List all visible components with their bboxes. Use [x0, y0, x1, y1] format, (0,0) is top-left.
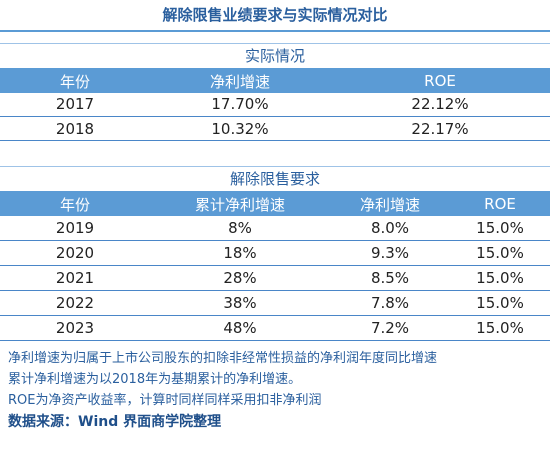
year-cell: 2022	[0, 290, 150, 316]
year-cell: 2017	[0, 92, 150, 117]
title-divider	[0, 30, 550, 32]
note-roe: ROE为净资产收益率，计算时同样同样采用扣非净利润	[8, 393, 322, 408]
roe-cell: 15.0%	[450, 265, 550, 291]
table-row: 2018 10.32% 22.17%	[0, 116, 550, 141]
roe-cell: 15.0%	[450, 315, 550, 341]
year-cell: 2019	[0, 215, 150, 241]
year-cell: 2021	[0, 265, 150, 291]
header-roe: ROE	[450, 191, 550, 216]
header-cumulative-growth: 累计净利增速	[150, 191, 330, 216]
roe-cell: 15.0%	[450, 290, 550, 316]
cumulative-growth-cell: 38%	[150, 290, 330, 316]
cumulative-growth-cell: 18%	[150, 240, 330, 266]
header-net-profit-growth: 净利增速	[150, 68, 330, 93]
net-profit-growth-cell: 9.3%	[330, 240, 450, 266]
roe-cell: 15.0%	[450, 215, 550, 241]
year-cell: 2023	[0, 315, 150, 341]
header-year: 年份	[0, 191, 150, 216]
cumulative-growth-cell: 48%	[150, 315, 330, 341]
table-row: 2019 8% 8.0% 15.0%	[0, 215, 550, 241]
year-cell: 2020	[0, 240, 150, 266]
page-title: 解除限售业绩要求与实际情况对比	[162, 6, 388, 24]
requirement-caption: 解除限售要求	[0, 166, 550, 193]
net-profit-growth-cell: 8.5%	[330, 265, 450, 291]
cumulative-growth-cell: 8%	[150, 215, 330, 241]
header-year: 年份	[0, 68, 150, 93]
roe-cell: 15.0%	[450, 240, 550, 266]
requirement-header-row: 年份 累计净利增速 净利增速 ROE	[0, 191, 550, 216]
actual-table: 实际情况 年份 净利增速 ROE 2017 17.70% 22.12% 2018…	[0, 43, 550, 141]
net-profit-growth-cell: 17.70%	[150, 92, 330, 117]
net-profit-growth-cell: 7.2%	[330, 315, 450, 341]
table-row: 2021 28% 8.5% 15.0%	[0, 265, 550, 291]
roe-cell: 22.12%	[330, 92, 550, 117]
actual-header-row: 年份 净利增速 ROE	[0, 68, 550, 93]
net-profit-growth-cell: 10.32%	[150, 116, 330, 141]
cumulative-growth-cell: 28%	[150, 265, 330, 291]
requirement-table: 解除限售要求 年份 累计净利增速 净利增速 ROE 2019 8% 8.0% 1…	[0, 166, 550, 341]
requirement-caption-row: 解除限售要求	[0, 166, 550, 193]
net-profit-growth-cell: 7.8%	[330, 290, 450, 316]
header-net-profit-growth: 净利增速	[330, 191, 450, 216]
actual-caption: 实际情况	[0, 43, 550, 70]
roe-cell: 22.17%	[330, 116, 550, 141]
footnotes: 净利增速为归属于上市公司股东的扣除非经常性损益的净利润年度同比增速 累计净利增速…	[8, 349, 548, 433]
year-cell: 2018	[0, 116, 150, 141]
note-net-profit-growth: 净利增速为归属于上市公司股东的扣除非经常性损益的净利润年度同比增速	[8, 351, 438, 366]
actual-caption-row: 实际情况	[0, 43, 550, 70]
note-cumulative-growth: 累计净利增速为以2018年为基期累计的净利增速。	[8, 372, 302, 387]
net-profit-growth-cell: 8.0%	[330, 215, 450, 241]
table-row: 2017 17.70% 22.12%	[0, 92, 550, 117]
table-row: 2020 18% 9.3% 15.0%	[0, 240, 550, 266]
table-row: 2023 48% 7.2% 15.0%	[0, 315, 550, 341]
table-row: 2022 38% 7.8% 15.0%	[0, 290, 550, 316]
header-roe: ROE	[330, 68, 550, 93]
data-source: 数据来源：Wind 界面商学院整理	[8, 414, 222, 430]
